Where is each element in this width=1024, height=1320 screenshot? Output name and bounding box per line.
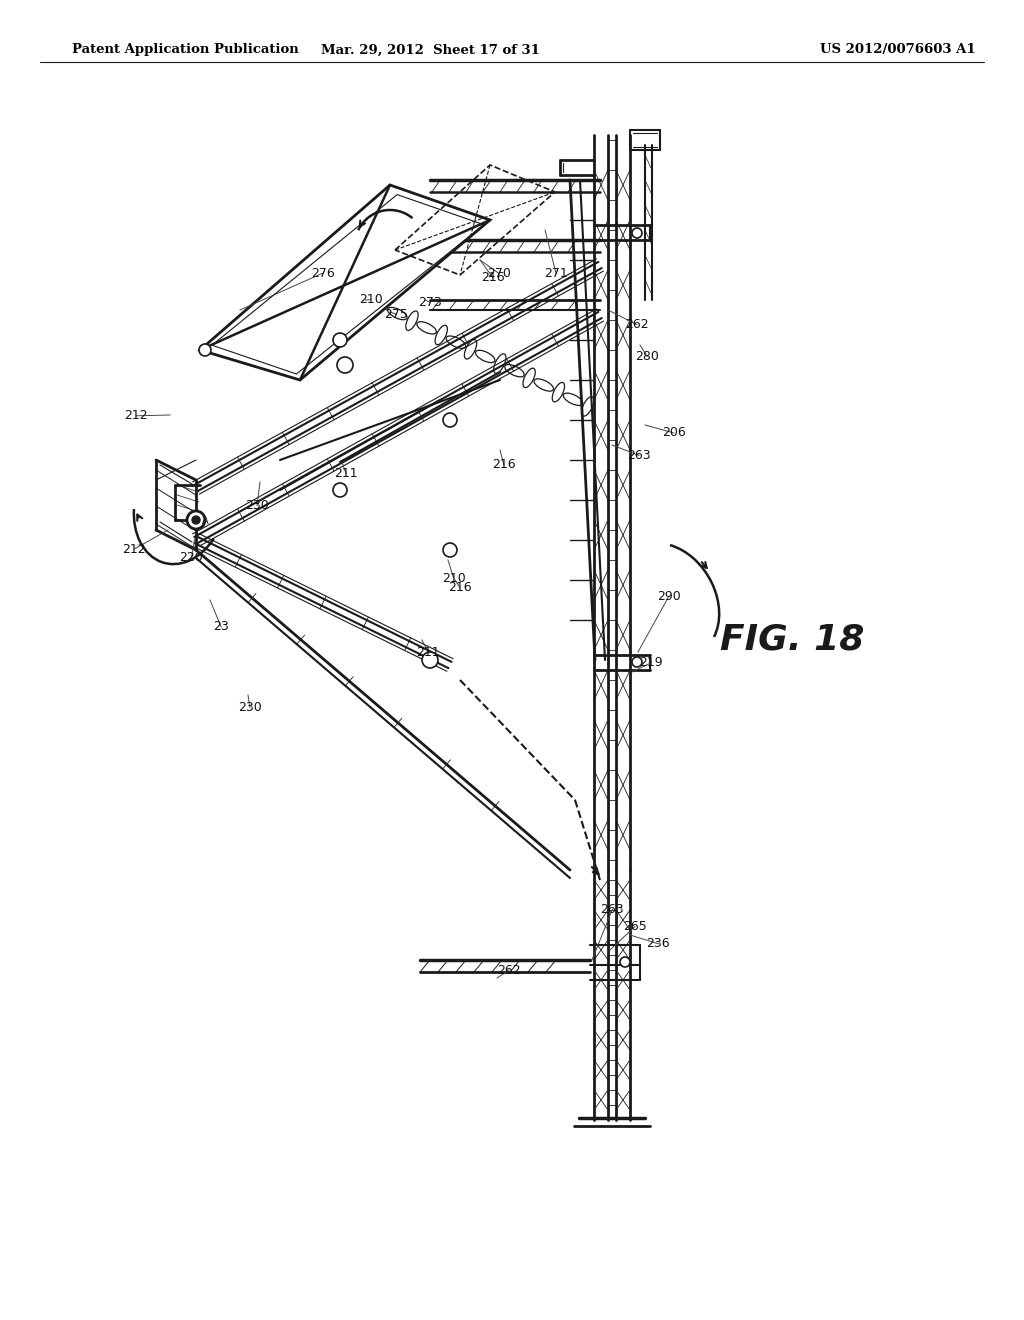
Text: 216: 216 xyxy=(447,581,472,594)
Text: 23: 23 xyxy=(213,620,229,634)
Text: 212: 212 xyxy=(124,409,148,422)
Text: A: A xyxy=(202,516,208,525)
Text: 265: 265 xyxy=(623,920,647,933)
Text: 236: 236 xyxy=(646,937,671,950)
Text: 212: 212 xyxy=(122,543,146,556)
Text: 216: 216 xyxy=(480,271,505,284)
Circle shape xyxy=(443,543,457,557)
Circle shape xyxy=(632,657,642,667)
Text: 276: 276 xyxy=(310,267,335,280)
Circle shape xyxy=(193,516,200,524)
Circle shape xyxy=(187,511,205,529)
Circle shape xyxy=(422,652,438,668)
Circle shape xyxy=(333,333,347,347)
Circle shape xyxy=(443,413,457,426)
Text: 262: 262 xyxy=(497,964,521,977)
Text: FIG. 18: FIG. 18 xyxy=(720,623,864,657)
Text: 216: 216 xyxy=(492,458,516,471)
Text: 220: 220 xyxy=(179,550,204,564)
Text: 263: 263 xyxy=(600,903,625,916)
Text: 230: 230 xyxy=(238,701,262,714)
Text: 210: 210 xyxy=(441,572,466,585)
Polygon shape xyxy=(200,185,490,380)
Text: 211: 211 xyxy=(334,467,358,480)
Circle shape xyxy=(632,228,642,238)
Text: Patent Application Publication: Patent Application Publication xyxy=(72,44,299,57)
Text: 275: 275 xyxy=(384,308,409,321)
Text: 270: 270 xyxy=(486,267,511,280)
Circle shape xyxy=(199,345,211,356)
Text: 280: 280 xyxy=(635,350,659,363)
Circle shape xyxy=(333,483,347,498)
Circle shape xyxy=(337,356,353,374)
Text: 271: 271 xyxy=(544,267,568,280)
Text: 262: 262 xyxy=(625,318,649,331)
Circle shape xyxy=(620,957,630,968)
Text: Mar. 29, 2012  Sheet 17 of 31: Mar. 29, 2012 Sheet 17 of 31 xyxy=(321,44,540,57)
Text: 219: 219 xyxy=(639,656,664,669)
Text: 210: 210 xyxy=(358,293,383,306)
Text: 211: 211 xyxy=(416,645,440,659)
Text: 273: 273 xyxy=(418,296,442,309)
Text: 290: 290 xyxy=(656,590,681,603)
Text: 263: 263 xyxy=(627,449,651,462)
Text: 230: 230 xyxy=(245,499,269,512)
Text: US 2012/0076603 A1: US 2012/0076603 A1 xyxy=(820,44,976,57)
Text: 206: 206 xyxy=(662,426,686,440)
